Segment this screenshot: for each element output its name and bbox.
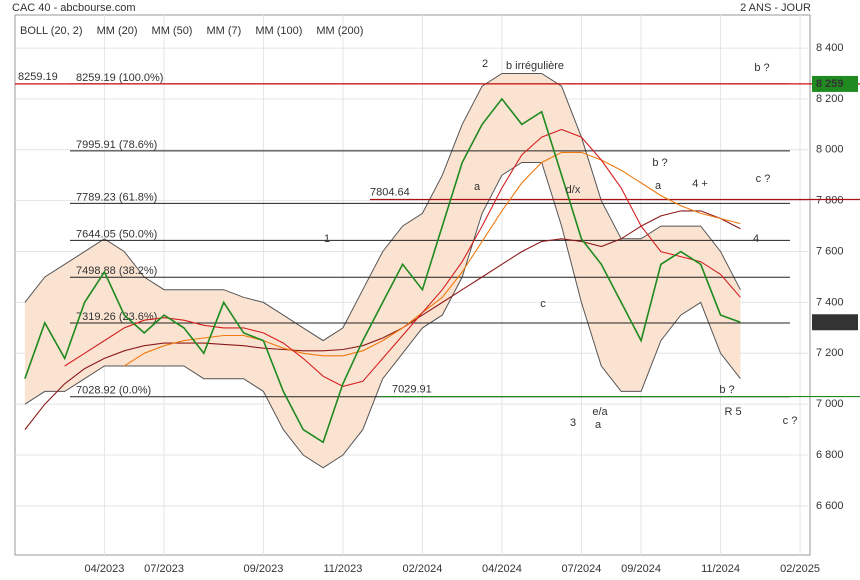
wave-annotation: d/x: [566, 184, 581, 196]
price-tag-label: 7 322: [816, 316, 844, 328]
wave-annotation: e/a: [592, 406, 608, 418]
fib-label: 7498.88 (38.2%): [76, 265, 157, 277]
level-label: 8259.19: [18, 71, 58, 83]
wave-annotation: c ?: [756, 173, 771, 185]
wave-annotation: 4 +: [692, 178, 708, 190]
y-tick-label: 8 400: [816, 42, 844, 54]
price-tag-label: 8 259: [816, 78, 844, 90]
fib-label: 7789.23 (61.8%): [76, 191, 157, 203]
wave-annotation: b irrégulière: [506, 60, 564, 72]
x-tick-label: 09/2023: [244, 563, 284, 575]
y-tick-label: 6 800: [816, 449, 844, 461]
wave-annotation: b ?: [652, 157, 667, 169]
legend-label: MM (100): [255, 25, 302, 37]
band-fill: [24, 73, 741, 468]
level-label: 7029.91: [392, 383, 432, 395]
legend-label: MM (50): [152, 25, 193, 37]
price-tag: [812, 314, 858, 331]
fib-label: 7028.92 (0.0%): [76, 385, 151, 397]
x-tick-label: 02/2024: [403, 563, 443, 575]
level-label: 7804.64: [370, 186, 410, 198]
y-tick-label: 7 800: [816, 195, 844, 207]
y-tick-label: 7 000: [816, 398, 844, 410]
x-tick-label: 09/2024: [621, 563, 661, 575]
fib-label: 8259.19 (100.0%): [76, 72, 163, 84]
series-line: [24, 210, 741, 430]
legend-label: MM (7): [206, 25, 241, 37]
band-lower: [24, 162, 741, 469]
y-tick-label: 7 600: [816, 245, 844, 257]
wave-annotation: c: [540, 298, 546, 310]
legend-label: BOLL (20, 2): [20, 25, 83, 37]
fib-label: 7995.91 (78.6%): [76, 139, 157, 151]
y-tick-label: 8 200: [816, 93, 844, 105]
wave-annotation: 4: [753, 233, 759, 245]
series-line: [24, 97, 741, 444]
x-tick-label: 11/2024: [701, 563, 740, 575]
chart-title: CAC 40 - abcbourse.com: [12, 2, 136, 14]
series-line: [124, 151, 741, 367]
chart-subtitle: 2 ANS - JOUR: [740, 2, 811, 14]
series-line: [64, 128, 741, 387]
wave-annotation: 2: [482, 58, 488, 70]
wave-annotation: a: [655, 180, 662, 192]
wave-annotation: c ?: [783, 415, 798, 427]
legend-label: MM (200): [316, 25, 363, 37]
x-tick-label: 11/2023: [323, 563, 362, 575]
wave-annotation: R 5: [724, 406, 741, 418]
x-tick-label: 07/2023: [144, 563, 184, 575]
y-tick-label: 7 400: [816, 296, 844, 308]
wave-annotation: b ?: [719, 384, 734, 396]
legend-label: MM (20): [97, 25, 138, 37]
wave-annotation: a: [595, 419, 602, 431]
plot-frame: [14, 14, 811, 556]
x-tick-label: 04/2024: [482, 563, 522, 575]
x-tick-label: 02/2025: [780, 563, 820, 575]
x-tick-label: 07/2024: [562, 563, 602, 575]
price-tag: [812, 75, 858, 92]
fib-label: 7644.05 (50.0%): [76, 228, 157, 240]
wave-annotation: b ?: [754, 62, 769, 74]
x-tick-label: 04/2023: [85, 563, 125, 575]
y-tick-label: 7 200: [816, 347, 844, 359]
fib-label: 7319.26 (23.6%): [76, 311, 157, 323]
wave-annotation: a: [474, 181, 481, 193]
wave-annotation: 3: [570, 417, 576, 429]
y-tick-label: 6 600: [816, 500, 844, 512]
y-tick-label: 8 000: [816, 144, 844, 156]
wave-annotation: 1: [324, 233, 330, 245]
